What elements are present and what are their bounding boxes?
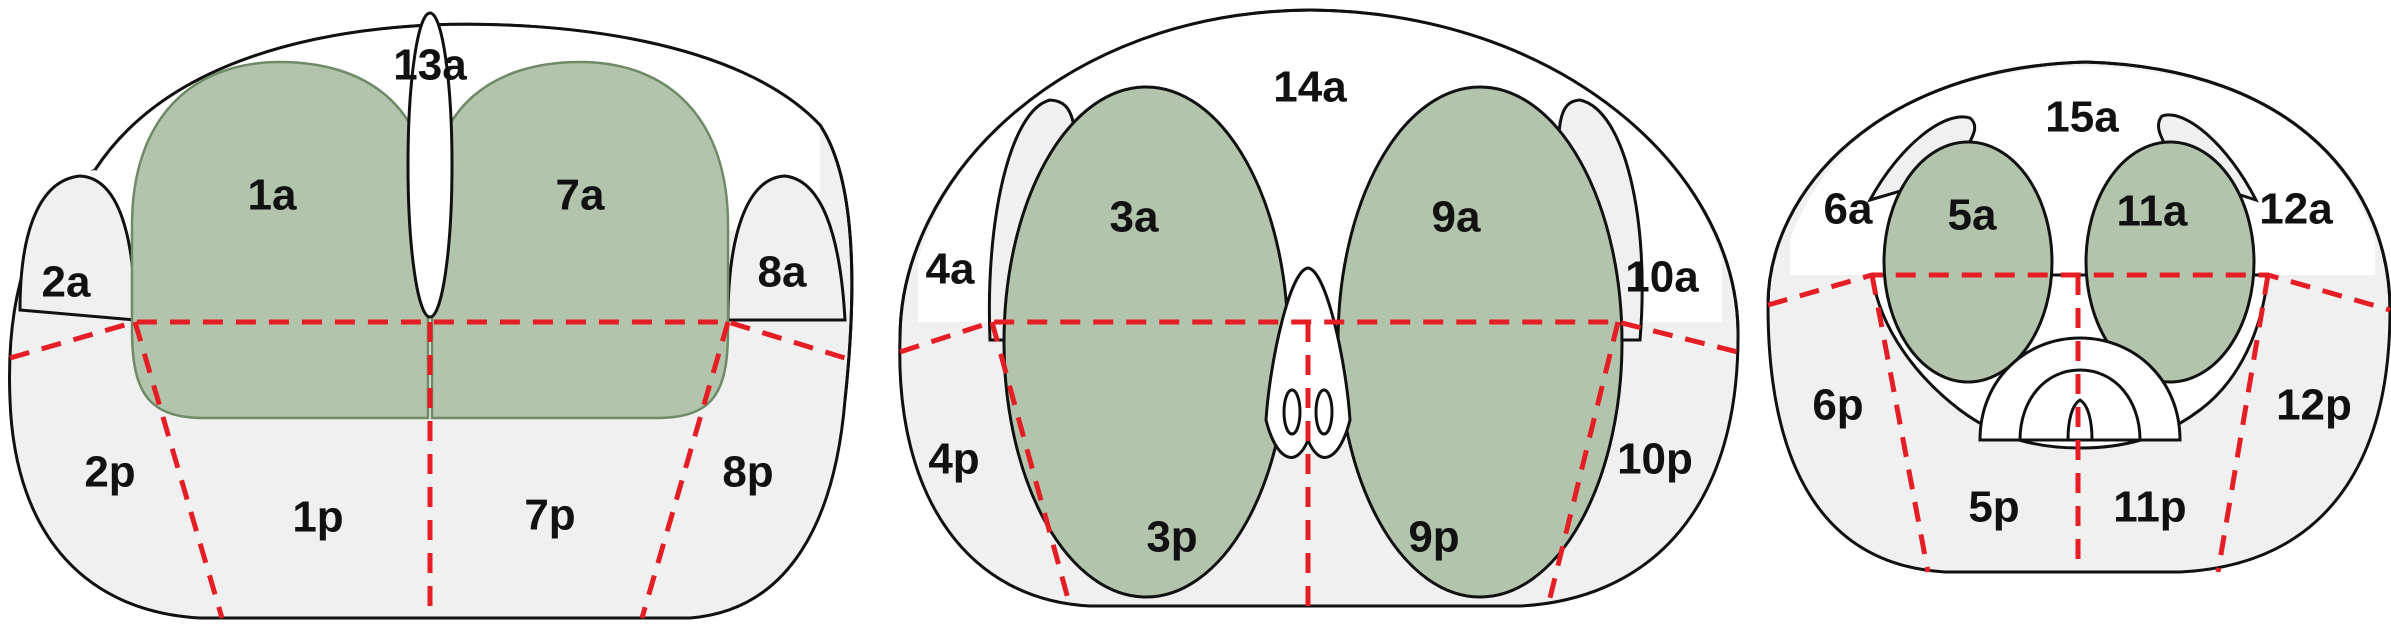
base-label-7p: 7p	[524, 491, 575, 540]
mid-label-3a: 3a	[1110, 193, 1159, 242]
base-outline-top	[93, 22, 854, 401]
apex-left-transition-lobe	[1882, 140, 2054, 384]
apex-label-15a: 15a	[2045, 93, 2119, 142]
base-label-8p: 8p	[722, 448, 773, 497]
mid-ejaculatory-duct-right	[1314, 388, 1334, 436]
apex-section: 15a 6a 5a 11a 12a 6p 5p 11p 12p	[1766, 60, 2391, 574]
apex-right-transition-lobe	[2084, 140, 2256, 384]
mid-label-3p: 3p	[1146, 513, 1197, 562]
apex-label-6p: 6p	[1812, 381, 1863, 430]
mid-divider-lines	[899, 319, 1739, 607]
apex-label-5p: 5p	[1968, 483, 2019, 532]
apex-divider-lines	[1767, 272, 2391, 573]
base-right-transition-lobe	[430, 60, 730, 420]
apex-outline-top	[1766, 60, 2391, 311]
mid-outline-top	[898, 8, 1740, 339]
base-label-1a: 1a	[248, 171, 297, 220]
base-divider-lines	[9, 319, 846, 619]
mid-right-transition-lobe	[1336, 85, 1624, 599]
base-label-2p: 2p	[84, 448, 135, 497]
apex-label-6a: 6a	[1824, 185, 1873, 234]
mid-section: 14a 3a 9a 4a 10a 4p 3p 9p 10p	[898, 8, 1740, 608]
base-label-8a: 8a	[758, 248, 807, 297]
mid-label-9a: 9a	[1432, 193, 1481, 242]
base-right-horn	[726, 174, 847, 322]
mid-label-9p: 9p	[1408, 513, 1459, 562]
mid-label-4a: 4a	[926, 245, 975, 294]
base-left-transition-lobe	[130, 60, 430, 420]
mid-label-10a: 10a	[1625, 253, 1699, 302]
base-urethra	[406, 11, 454, 319]
base-label-2a: 2a	[42, 258, 91, 307]
mid-label-14a: 14a	[1273, 63, 1347, 112]
apex-label-11p: 11p	[2113, 483, 2186, 532]
base-section: 13a 1a 7a 2a 8a 2p 1p 7p 8p	[8, 11, 854, 620]
base-label-7a: 7a	[556, 171, 605, 220]
mid-ejaculatory-duct-left	[1282, 388, 1302, 436]
apex-label-12a: 12a	[2259, 185, 2333, 234]
mid-label-4p: 4p	[928, 435, 979, 484]
base-label-1p: 1p	[292, 493, 343, 542]
base-label-13a: 13a	[393, 41, 467, 90]
apex-label-11a: 11a	[2117, 187, 2189, 236]
apex-label-5a: 5a	[1948, 191, 1997, 240]
apex-label-12p: 12p	[2276, 381, 2352, 430]
mid-label-10p: 10p	[1617, 435, 1693, 484]
